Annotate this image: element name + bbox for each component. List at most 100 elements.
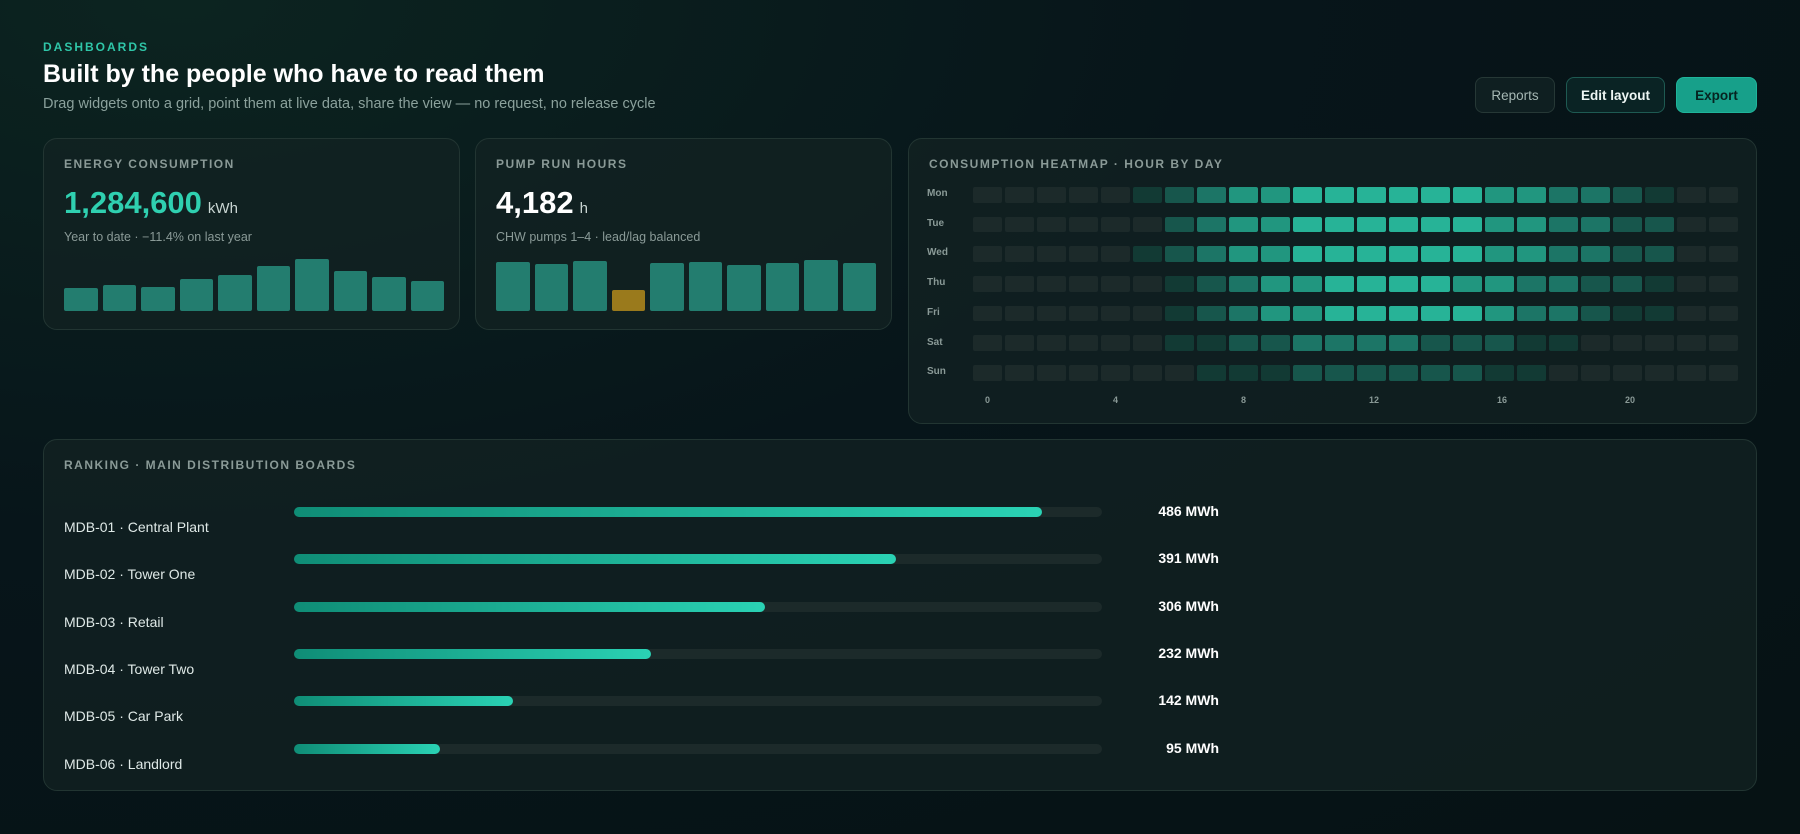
heatmap-cell [1677, 216, 1706, 233]
heatmap-cell [1005, 305, 1034, 322]
heatmap-cell [1453, 246, 1482, 262]
consumption-heatmap-card[interactable]: CONSUMPTION HEATMAP · HOUR BY DAY Mon Tue… [908, 138, 1757, 424]
ranking-bar-track [294, 648, 1102, 659]
ranking-card[interactable]: RANKING · MAIN DISTRIBUTION BOARDS MDB-0… [43, 439, 1757, 791]
ranking-bar-fill [294, 507, 1042, 517]
heatmap-day-label: Thu [927, 277, 946, 289]
heatmap-cell [1549, 276, 1578, 292]
heatmap-cell [1549, 246, 1578, 262]
pump-bars-bar [650, 263, 684, 311]
heatmap-cell [1293, 246, 1322, 262]
ranking-row[interactable]: MDB-01 · Central Plant 486 MWh [64, 503, 1224, 537]
heatmap-cell [1549, 187, 1578, 203]
reports-button[interactable]: Reports [1475, 77, 1555, 113]
ranking-row-name: MDB-01 · Central Plant [64, 519, 209, 535]
heatmap-cell [1005, 365, 1034, 381]
heatmap-cell [1357, 276, 1386, 292]
heatmap-cell [1197, 276, 1226, 292]
heatmap-cell [1645, 216, 1674, 233]
heatmap-cell [1197, 216, 1226, 233]
energy-bars-bar [64, 288, 98, 311]
heatmap-day-label: Sun [927, 366, 946, 378]
heatmap-cell [1421, 246, 1450, 262]
heatmap-cell [973, 365, 1002, 381]
heatmap-cell [1133, 335, 1162, 351]
heatmap-cell [1517, 305, 1546, 322]
energy-consumption-card[interactable]: ENERGY CONSUMPTION 1,284,600 kWh Year to … [43, 138, 460, 330]
heatmap-cell [1293, 305, 1322, 322]
heatmap-cell [1453, 216, 1482, 233]
export-button[interactable]: Export [1676, 77, 1757, 113]
heatmap-cell [1069, 335, 1098, 351]
ranking-row[interactable]: MDB-03 · Retail 306 MWh [64, 598, 1224, 632]
ranking-row[interactable]: MDB-04 · Tower Two 232 MWh [64, 645, 1224, 679]
heatmap-hour-label: 0 [985, 395, 991, 405]
heatmap-cell [1133, 365, 1162, 381]
heatmap-cell [1453, 276, 1482, 292]
ranking-row-value: 232 MWh [1158, 644, 1219, 661]
edit-layout-button[interactable]: Edit layout [1566, 77, 1665, 113]
heatmap-cell [1069, 216, 1098, 233]
heatmap-grid [973, 187, 1738, 395]
pump-bars-bar [842, 263, 876, 311]
heatmap-cell [1133, 305, 1162, 322]
heatmap-cell [1485, 305, 1514, 322]
heatmap-cell [1613, 216, 1642, 233]
heatmap-cell [1197, 305, 1226, 322]
heatmap-cell [1709, 365, 1738, 381]
heatmap-cell [1549, 305, 1578, 322]
heatmap-day-label: Sat [927, 336, 943, 348]
energy-value: 1,284,600 kWh [64, 185, 238, 221]
heatmap-cell [1389, 335, 1418, 351]
heatmap-cell [1485, 187, 1514, 203]
heatmap-cell [1677, 305, 1706, 322]
pump-bars-bar [611, 290, 645, 311]
energy-value-unit: kWh [207, 200, 238, 217]
heatmap-cell [1165, 246, 1194, 262]
energy-card-label: ENERGY CONSUMPTION [64, 157, 235, 171]
heatmap-hour-label: 12 [1369, 395, 1380, 405]
energy-bars-bar [141, 287, 175, 311]
ranking-row-name: MDB-06 · Landlord [64, 755, 183, 772]
ranking-row[interactable]: MDB-05 · Car Park 142 MWh [64, 692, 1224, 726]
heatmap-cell [1229, 216, 1258, 233]
heatmap-cell [1293, 335, 1322, 351]
ranking-bar-fill [294, 743, 441, 754]
heatmap-cell [1421, 305, 1450, 322]
dashboard-eyebrow: DASHBOARDS [43, 40, 150, 54]
heatmap-cell [1261, 305, 1290, 322]
heatmap-cell [1229, 305, 1258, 322]
heatmap-hour-label: 4 [1113, 395, 1119, 405]
ranking-row[interactable]: MDB-06 · Landlord 95 MWh [64, 740, 1224, 774]
heatmap-cell [1581, 216, 1610, 233]
heatmap-cell [1165, 187, 1194, 203]
heatmap-cell [1613, 305, 1642, 322]
energy-bars-bar [179, 279, 213, 311]
heatmap-cell [1197, 187, 1226, 203]
heatmap-cell [1229, 276, 1258, 292]
heatmap-cell [1709, 335, 1738, 351]
heatmap-day-label: Tue [927, 217, 945, 229]
pump-bars-bar [765, 263, 799, 311]
heatmap-cell [1037, 276, 1066, 292]
heatmap-cell [1357, 216, 1386, 233]
pump-sparkbars [496, 260, 876, 311]
heatmap-cell [1421, 187, 1450, 203]
ranking-bar-fill [294, 554, 896, 565]
heatmap-cell [1261, 187, 1290, 203]
heatmap-cell [1421, 335, 1450, 351]
energy-bars-bar [410, 281, 444, 311]
heatmap-cell [1389, 276, 1418, 292]
heatmap-cell [1101, 305, 1130, 322]
heatmap-cell [973, 276, 1002, 292]
heatmap-day-label: Wed [927, 247, 948, 259]
heatmap-cell [1389, 305, 1418, 322]
ranking-row-name: MDB-03 · Retail [64, 613, 164, 630]
heatmap-cell [1389, 365, 1418, 381]
heatmap-cell [1165, 216, 1194, 233]
heatmap-hour-label: 16 [1497, 395, 1508, 405]
ranking-row[interactable]: MDB-02 · Tower One 391 MWh [64, 550, 1224, 584]
heatmap-cell [1325, 276, 1354, 292]
heatmap-cell [1389, 187, 1418, 203]
pump-run-hours-card[interactable]: PUMP RUN HOURS 4,182 h CHW pumps 1–4 · le… [475, 138, 892, 330]
